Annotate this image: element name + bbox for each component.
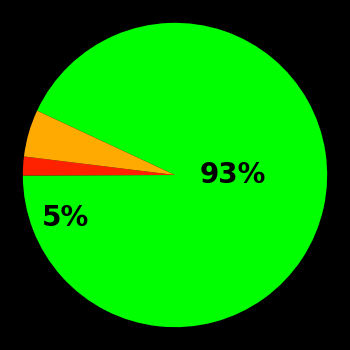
Wedge shape xyxy=(23,23,327,327)
Text: 93%: 93% xyxy=(199,161,266,189)
Wedge shape xyxy=(23,156,175,176)
Text: 5%: 5% xyxy=(42,204,89,232)
Wedge shape xyxy=(24,111,175,175)
